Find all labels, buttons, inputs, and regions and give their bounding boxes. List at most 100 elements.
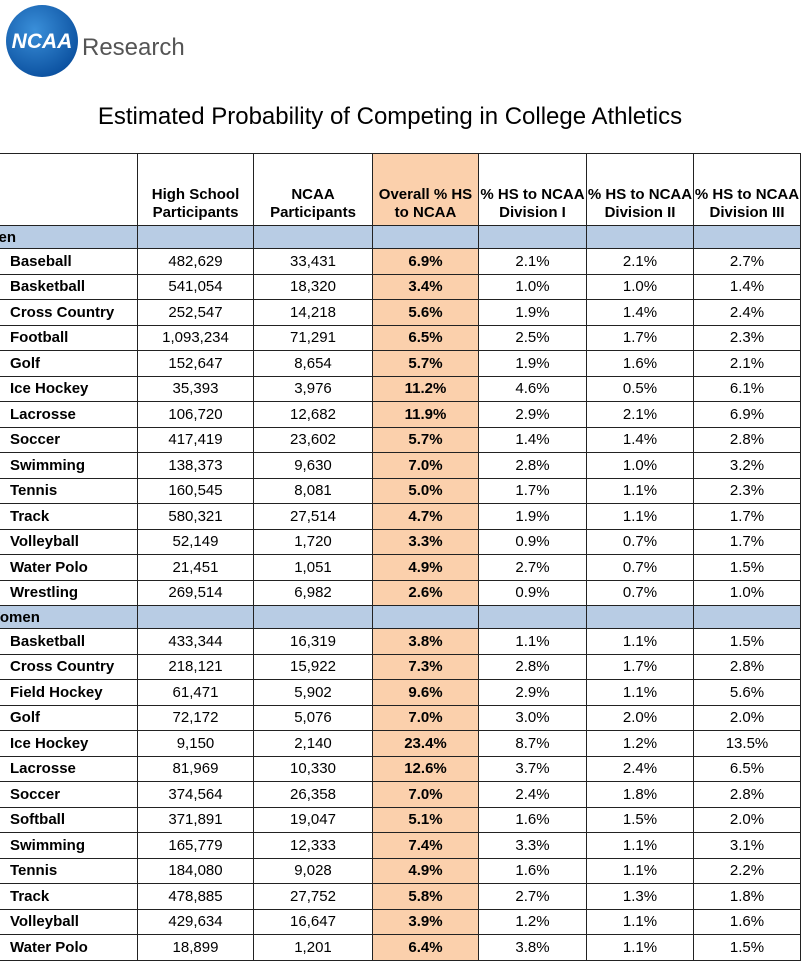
section-cell bbox=[253, 605, 373, 629]
column-header: % HS to NCAA Division III bbox=[693, 153, 801, 226]
data-cell: 1.8% bbox=[693, 883, 801, 910]
data-cell: 1.4% bbox=[586, 299, 694, 326]
data-cell: 1.6% bbox=[586, 350, 694, 377]
section-row: Women bbox=[0, 605, 801, 629]
data-cell: 11.2% bbox=[372, 375, 479, 402]
data-cell: 2.9% bbox=[478, 401, 587, 428]
data-cell: 106,720 bbox=[137, 401, 254, 428]
data-cell: 61,471 bbox=[137, 679, 254, 706]
data-row: Lacrosse 106,720 12,682 11.9% 2.9% 2.1% 6.9% bbox=[0, 401, 801, 428]
data-cell: 429,634 bbox=[137, 908, 254, 935]
section-cell bbox=[372, 605, 479, 629]
data-cell: 15,922 bbox=[253, 653, 373, 680]
data-cell: 2.7% bbox=[478, 883, 587, 910]
section-cell bbox=[137, 605, 254, 629]
data-cell: 160,545 bbox=[137, 477, 254, 504]
data-cell: 371,891 bbox=[137, 806, 254, 833]
sport-name: Soccer bbox=[0, 426, 138, 453]
data-cell: 4.7% bbox=[372, 503, 479, 530]
data-row: Soccer 374,564 26,358 7.0% 2.4% 1.8% 2.8% bbox=[0, 781, 801, 808]
ncaa-logo: NCAA bbox=[6, 5, 78, 77]
data-cell: 7.4% bbox=[372, 832, 479, 859]
data-cell: 1.6% bbox=[478, 806, 587, 833]
data-cell: 5.6% bbox=[372, 299, 479, 326]
section-cell bbox=[478, 225, 587, 249]
data-cell: 13.5% bbox=[693, 730, 801, 757]
sport-name: Soccer bbox=[0, 781, 138, 808]
data-cell: 1,201 bbox=[253, 934, 373, 961]
data-cell: 580,321 bbox=[137, 503, 254, 530]
section-cell bbox=[693, 605, 801, 629]
data-cell: 1.0% bbox=[586, 273, 694, 300]
data-cell: 3.3% bbox=[372, 528, 479, 555]
data-row: Baseball 482,629 33,431 6.9% 2.1% 2.1% 2.7% bbox=[0, 248, 801, 275]
section-label: Men bbox=[0, 225, 138, 249]
sport-name: Water Polo bbox=[0, 934, 138, 961]
data-cell: 1.5% bbox=[586, 806, 694, 833]
sport-name: Swimming bbox=[0, 832, 138, 859]
data-cell: 6.5% bbox=[693, 755, 801, 782]
data-cell: 2.3% bbox=[693, 477, 801, 504]
data-row: Track 478,885 27,752 5.8% 2.7% 1.3% 1.8% bbox=[0, 883, 801, 910]
data-row: Lacrosse 81,969 10,330 12.6% 3.7% 2.4% 6.5% bbox=[0, 755, 801, 782]
data-cell: 2.9% bbox=[478, 679, 587, 706]
data-cell: 2.8% bbox=[478, 452, 587, 479]
data-cell: 9,150 bbox=[137, 730, 254, 757]
data-row: Water Polo 18,899 1,201 6.4% 3.8% 1.1% 1.5% bbox=[0, 934, 801, 961]
data-cell: 12.6% bbox=[372, 755, 479, 782]
sport-name: Volleyball bbox=[0, 908, 138, 935]
data-cell: 33,431 bbox=[253, 248, 373, 275]
data-cell: 482,629 bbox=[137, 248, 254, 275]
sport-name: Ice Hockey bbox=[0, 730, 138, 757]
data-cell: 3.3% bbox=[478, 832, 587, 859]
data-cell: 2.1% bbox=[586, 248, 694, 275]
data-cell: 35,393 bbox=[137, 375, 254, 402]
data-cell: 1.1% bbox=[586, 857, 694, 884]
header-cell bbox=[0, 153, 138, 226]
data-row: Volleyball 52,149 1,720 3.3% 0.9% 0.7% 1.7% bbox=[0, 528, 801, 555]
page-title: Estimated Probability of Competing in Co… bbox=[97, 103, 683, 130]
data-cell: 184,080 bbox=[137, 857, 254, 884]
data-row: Cross Country 218,121 15,922 7.3% 2.8% 1.7% 2.… bbox=[0, 653, 801, 680]
data-cell: 3.4% bbox=[372, 273, 479, 300]
data-cell: 5,076 bbox=[253, 704, 373, 731]
header-row: High School Participants NCAA Participant… bbox=[0, 153, 801, 226]
data-cell: 218,121 bbox=[137, 653, 254, 680]
data-cell: 2.1% bbox=[478, 248, 587, 275]
sport-name: Volleyball bbox=[0, 528, 138, 555]
data-cell: 10,330 bbox=[253, 755, 373, 782]
data-cell: 541,054 bbox=[137, 273, 254, 300]
sport-name: Softball bbox=[0, 806, 138, 833]
data-cell: 138,373 bbox=[137, 452, 254, 479]
data-cell: 52,149 bbox=[137, 528, 254, 555]
data-cell: 478,885 bbox=[137, 883, 254, 910]
data-cell: 2.6% bbox=[372, 579, 479, 606]
data-cell: 71,291 bbox=[253, 324, 373, 351]
data-cell: 1.1% bbox=[586, 934, 694, 961]
data-row: Field Hockey 61,471 5,902 9.6% 2.9% 1.1% 5.6% bbox=[0, 679, 801, 706]
data-cell: 417,419 bbox=[137, 426, 254, 453]
data-cell: 5.0% bbox=[372, 477, 479, 504]
sport-name: Basketball bbox=[0, 628, 138, 655]
data-cell: 5.7% bbox=[372, 426, 479, 453]
sport-name: Field Hockey bbox=[0, 679, 138, 706]
probability-table: High School Participants NCAA Participant… bbox=[0, 153, 801, 961]
data-cell: 1,720 bbox=[253, 528, 373, 555]
data-cell: 16,319 bbox=[253, 628, 373, 655]
data-row: Basketball 541,054 18,320 3.4% 1.0% 1.0% 1.4% bbox=[0, 273, 801, 300]
data-cell: 26,358 bbox=[253, 781, 373, 808]
data-cell: 0.7% bbox=[586, 579, 694, 606]
sport-name: Ice Hockey bbox=[0, 375, 138, 402]
data-cell: 21,451 bbox=[137, 554, 254, 581]
sport-name: Tennis bbox=[0, 857, 138, 884]
data-cell: 1.8% bbox=[586, 781, 694, 808]
data-cell: 9,630 bbox=[253, 452, 373, 479]
data-row: Tennis 184,080 9,028 4.9% 1.6% 1.1% 2.2% bbox=[0, 857, 801, 884]
section-cell bbox=[693, 225, 801, 249]
sport-name: Basketball bbox=[0, 273, 138, 300]
section-cell bbox=[586, 605, 694, 629]
data-cell: 2.7% bbox=[478, 554, 587, 581]
data-cell: 1.7% bbox=[693, 503, 801, 530]
data-cell: 72,172 bbox=[137, 704, 254, 731]
